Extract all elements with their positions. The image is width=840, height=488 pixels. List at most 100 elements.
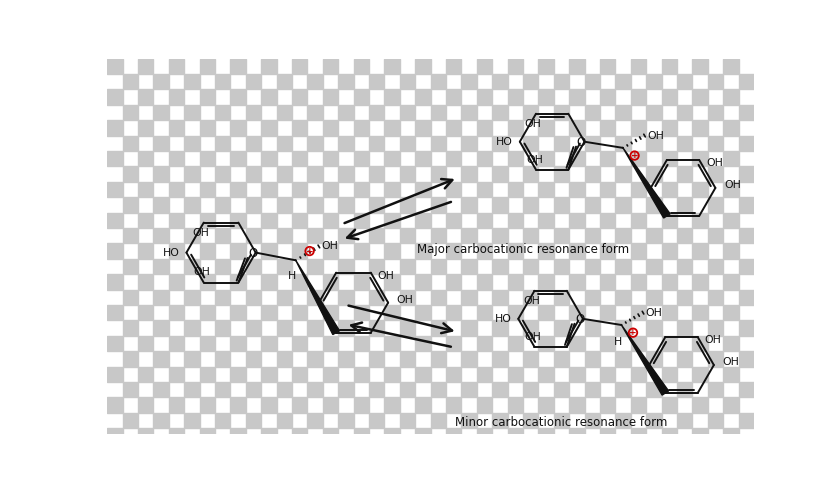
Bar — [692, 213, 708, 228]
Bar — [554, 259, 570, 274]
Bar — [169, 397, 184, 413]
Bar — [323, 428, 338, 444]
Bar — [369, 259, 385, 274]
Bar — [662, 305, 677, 320]
Bar — [108, 274, 123, 289]
Bar — [615, 166, 631, 182]
Bar — [631, 366, 646, 382]
Bar — [446, 182, 461, 197]
Bar — [446, 244, 461, 259]
Bar — [600, 305, 615, 320]
Bar — [615, 289, 631, 305]
Bar — [723, 305, 738, 320]
Bar — [323, 89, 338, 105]
Bar — [385, 336, 400, 351]
Bar — [692, 244, 708, 259]
Bar — [123, 320, 138, 336]
Bar — [138, 151, 154, 166]
Bar — [723, 428, 738, 444]
Bar — [169, 151, 184, 166]
Bar — [385, 274, 400, 289]
Bar — [339, 382, 354, 397]
Bar — [385, 120, 400, 136]
Bar — [477, 428, 492, 444]
Bar — [154, 228, 169, 244]
Bar — [477, 244, 492, 259]
Bar — [354, 428, 369, 444]
Bar — [461, 413, 477, 428]
Bar — [246, 228, 261, 244]
Bar — [184, 351, 200, 366]
Bar — [662, 244, 677, 259]
Bar — [108, 397, 123, 413]
Bar — [538, 244, 554, 259]
Bar — [200, 182, 215, 197]
Bar — [538, 120, 554, 136]
Bar — [215, 105, 230, 120]
Bar — [446, 59, 461, 74]
Text: OH: OH — [722, 357, 739, 367]
Bar — [538, 274, 554, 289]
Bar — [431, 413, 446, 428]
Bar — [570, 336, 585, 351]
Bar — [261, 305, 276, 320]
Bar — [154, 413, 169, 428]
Bar — [184, 259, 200, 274]
Bar — [184, 74, 200, 89]
Bar — [415, 305, 431, 320]
Bar — [230, 89, 246, 105]
Bar — [369, 166, 385, 182]
Bar — [138, 397, 154, 413]
Bar — [446, 120, 461, 136]
Bar — [276, 320, 292, 336]
Bar — [307, 289, 323, 305]
Bar — [631, 305, 646, 320]
Bar — [677, 382, 692, 397]
Bar — [292, 120, 307, 136]
Bar — [400, 166, 415, 182]
Bar — [585, 166, 600, 182]
Bar — [492, 289, 507, 305]
Bar — [246, 105, 261, 120]
Bar — [492, 351, 507, 366]
Bar — [108, 120, 123, 136]
Bar — [554, 413, 570, 428]
Bar — [570, 182, 585, 197]
Bar — [723, 244, 738, 259]
Bar — [570, 213, 585, 228]
Bar — [154, 320, 169, 336]
Bar — [154, 166, 169, 182]
Bar — [230, 305, 246, 320]
Bar — [169, 305, 184, 320]
Bar — [507, 89, 523, 105]
Bar — [261, 244, 276, 259]
Bar — [662, 428, 677, 444]
Bar — [138, 305, 154, 320]
Bar — [615, 259, 631, 274]
Text: OH: OH — [321, 241, 338, 251]
Bar — [292, 182, 307, 197]
Bar — [138, 182, 154, 197]
Bar — [323, 274, 338, 289]
Bar — [446, 274, 461, 289]
Bar — [246, 74, 261, 89]
Bar — [507, 428, 523, 444]
Bar — [215, 289, 230, 305]
Bar — [246, 413, 261, 428]
Bar — [184, 228, 200, 244]
Bar — [708, 228, 723, 244]
Text: OH: OH — [706, 158, 723, 168]
Bar — [215, 382, 230, 397]
Bar — [230, 182, 246, 197]
Bar — [215, 136, 230, 151]
Bar — [215, 320, 230, 336]
Bar — [385, 428, 400, 444]
Bar — [138, 59, 154, 74]
Bar — [230, 397, 246, 413]
Bar — [522, 320, 538, 336]
Bar — [446, 366, 461, 382]
Bar — [292, 336, 307, 351]
Bar — [554, 136, 570, 151]
Text: OH: OH — [192, 227, 209, 238]
Bar — [570, 120, 585, 136]
